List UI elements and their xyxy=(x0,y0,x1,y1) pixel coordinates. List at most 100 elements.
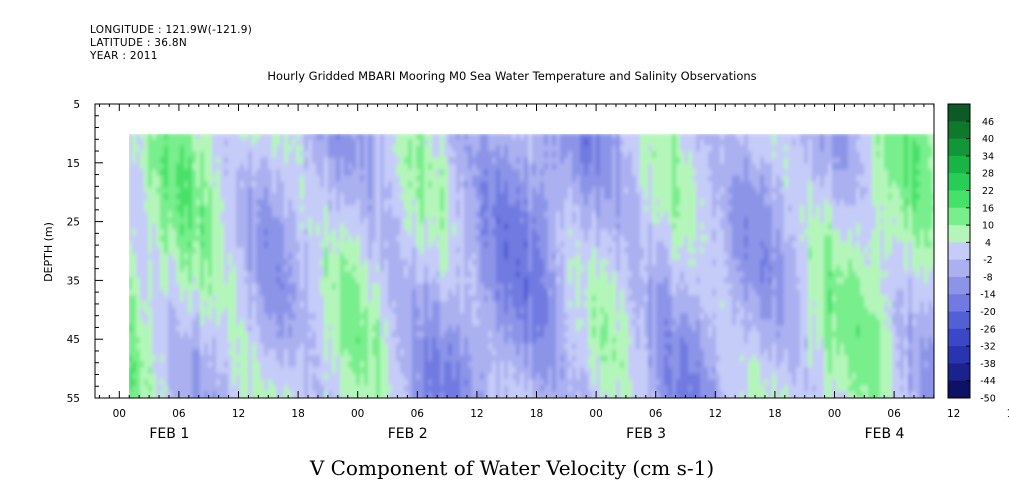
heatmap-cell xyxy=(456,385,461,392)
heatmap-cell xyxy=(344,229,349,236)
heatmap-cell xyxy=(129,241,133,248)
heatmap-cell xyxy=(404,265,409,272)
heatmap-cell xyxy=(360,277,365,284)
heatmap-cell xyxy=(452,259,457,266)
heatmap-cell xyxy=(456,181,461,188)
heatmap-cell xyxy=(444,151,449,158)
heatmap-cell xyxy=(456,373,461,380)
heatmap-cell xyxy=(180,247,185,254)
heatmap-cell xyxy=(248,247,253,254)
heatmap-cell xyxy=(196,367,201,374)
heatmap-cell xyxy=(176,217,181,224)
heatmap-cell xyxy=(424,229,429,236)
heatmap-cell xyxy=(376,343,381,350)
heatmap-cell xyxy=(476,283,481,290)
heatmap-cell xyxy=(292,157,297,164)
heatmap-cell xyxy=(388,223,393,230)
heatmap-cell xyxy=(240,139,245,146)
heatmap-cell xyxy=(424,187,429,194)
heatmap-cell xyxy=(504,217,509,224)
heatmap-cell xyxy=(444,349,449,356)
heatmap-cell xyxy=(160,325,165,332)
heatmap-cell xyxy=(296,283,301,290)
heatmap-cell xyxy=(312,187,317,194)
heatmap-cell xyxy=(472,139,477,146)
heatmap-cell xyxy=(464,373,469,380)
heatmap-cell xyxy=(312,181,317,188)
heatmap-cell xyxy=(340,313,345,320)
heatmap-cell xyxy=(304,349,309,356)
heatmap-cell xyxy=(172,199,177,206)
heatmap-cell xyxy=(272,187,277,194)
heatmap-cell xyxy=(356,181,361,188)
heatmap-cell xyxy=(296,355,301,362)
heatmap-cell xyxy=(240,313,245,320)
heatmap-cell xyxy=(164,379,169,386)
heatmap-cell xyxy=(216,277,221,284)
heatmap-cell xyxy=(208,217,213,224)
heatmap-cell xyxy=(448,325,453,332)
heatmap-cell xyxy=(352,343,357,350)
heatmap-cell xyxy=(152,253,157,260)
heatmap-cell xyxy=(364,235,369,242)
heatmap-cell xyxy=(384,217,389,224)
heatmap-cell xyxy=(148,283,153,290)
heatmap-cell xyxy=(208,199,213,206)
heatmap-cell xyxy=(280,193,285,200)
heatmap-cell xyxy=(368,241,373,248)
heatmap-cell xyxy=(220,307,225,314)
heatmap-cell xyxy=(528,343,533,350)
heatmap-cell xyxy=(444,205,449,212)
heatmap-cell xyxy=(380,367,385,374)
heatmap-cell xyxy=(384,343,389,350)
heatmap-cell xyxy=(264,265,269,272)
heatmap-cell xyxy=(516,325,521,332)
heatmap-cell xyxy=(540,241,545,248)
heatmap-cell xyxy=(528,265,533,272)
heatmap-cell xyxy=(228,301,233,308)
heatmap-cell xyxy=(360,289,365,296)
heatmap-cell xyxy=(268,157,273,164)
heatmap-cell xyxy=(184,337,189,344)
heatmap-cell xyxy=(552,289,557,296)
heatmap-cell xyxy=(356,139,361,146)
heatmap-cell xyxy=(260,385,265,392)
heatmap-cell xyxy=(136,259,141,266)
heatmap-cell xyxy=(292,217,297,224)
heatmap-cell xyxy=(416,385,421,392)
heatmap-cell xyxy=(548,325,553,332)
heatmap-cell xyxy=(200,361,205,368)
heatmap-cell xyxy=(400,271,405,278)
heatmap-cell xyxy=(484,265,489,272)
heatmap-cell xyxy=(456,157,461,164)
heatmap-cell xyxy=(300,169,305,176)
heatmap-cell xyxy=(144,181,149,188)
heatmap-cell xyxy=(412,337,417,344)
heatmap-cell xyxy=(476,223,481,230)
heatmap-cell xyxy=(148,217,153,224)
heatmap-cell xyxy=(192,175,197,182)
heatmap-cell xyxy=(316,331,321,338)
heatmap-cell xyxy=(428,199,433,206)
heatmap-cell xyxy=(548,175,553,182)
heatmap-cell xyxy=(188,307,193,314)
heatmap-cell xyxy=(536,205,541,212)
heatmap-cell xyxy=(268,361,273,368)
heatmap-cell xyxy=(228,349,233,356)
heatmap-cell xyxy=(536,241,541,248)
heatmap-cell xyxy=(228,307,233,314)
heatmap-cell xyxy=(212,319,217,326)
heatmap-cell xyxy=(188,211,193,218)
heatmap-cell xyxy=(408,295,413,302)
heatmap-cell xyxy=(308,217,313,224)
heatmap-cell xyxy=(148,343,153,350)
heatmap-cell xyxy=(132,331,137,338)
heatmap-cell xyxy=(292,139,297,146)
heatmap-cell xyxy=(404,145,409,152)
heatmap-cell xyxy=(232,325,237,332)
heatmap-cell xyxy=(488,301,493,308)
heatmap-cell xyxy=(268,259,273,266)
heatmap-cell xyxy=(460,175,465,182)
heatmap-cell xyxy=(160,391,165,398)
heatmap-cell xyxy=(304,373,309,380)
